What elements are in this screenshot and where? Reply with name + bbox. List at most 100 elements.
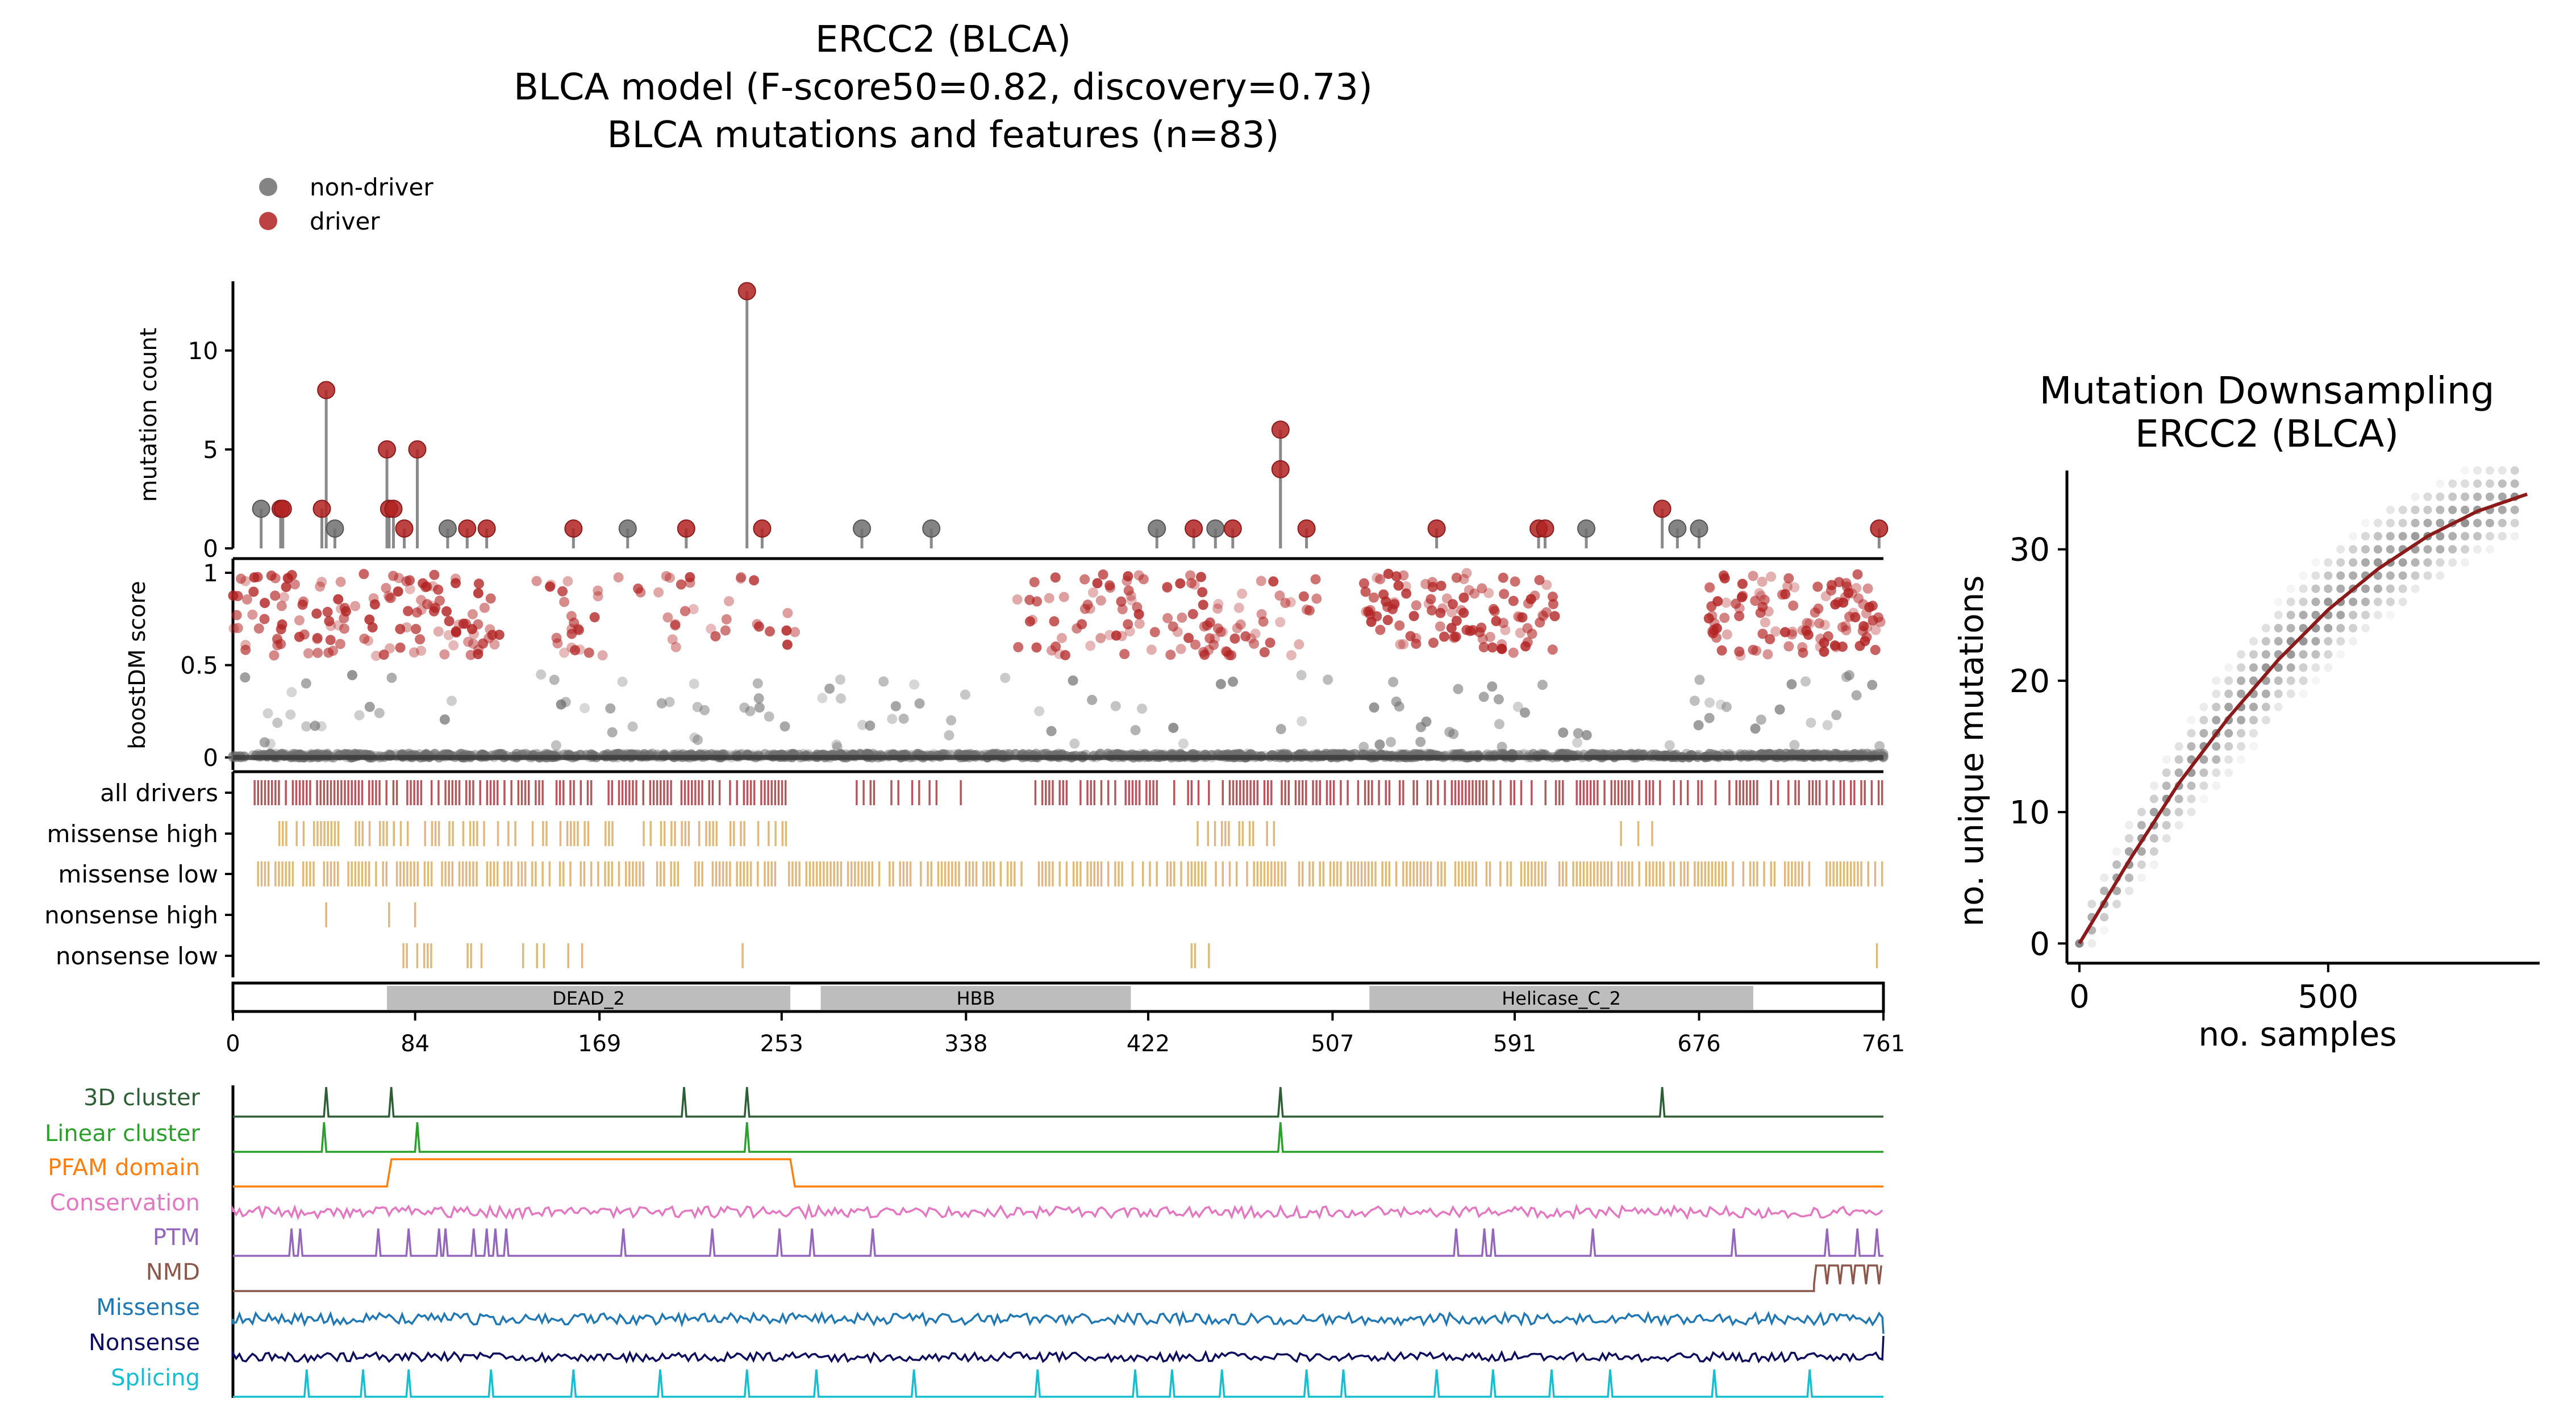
score-point-driver — [1138, 574, 1149, 585]
score-point-nondriver — [1800, 676, 1811, 687]
downsample-point — [2461, 518, 2470, 527]
score-point-driver — [1716, 645, 1727, 656]
score-point-driver — [1176, 644, 1186, 655]
downsample-point — [2473, 479, 2482, 488]
score-point-nondriver — [1493, 694, 1504, 705]
score-point-driver — [1783, 573, 1794, 584]
score-point-driver — [1525, 594, 1536, 605]
legend-label-1: driver — [310, 207, 380, 235]
downsample-point — [2411, 571, 2420, 580]
score-point-driver — [1190, 639, 1201, 650]
downsample-point — [2249, 715, 2258, 725]
score-point-nondriver — [446, 696, 457, 706]
score-point-driver — [1134, 618, 1145, 629]
score-point-driver — [680, 606, 690, 617]
score-point-driver — [1719, 613, 1730, 623]
downsample-point — [2510, 532, 2519, 541]
downsample-point — [2498, 466, 2507, 475]
score-point-nondriver — [560, 697, 571, 707]
score-point-nondriver — [1851, 690, 1862, 701]
downsample-point — [2361, 597, 2370, 606]
score-point-driver — [1304, 605, 1315, 616]
downsample-point — [2249, 650, 2258, 659]
downsample-point — [2249, 742, 2258, 751]
score-point-driver — [1398, 639, 1409, 650]
score-point-nondriver — [1867, 680, 1878, 690]
score-point-driver — [1122, 576, 1132, 586]
score-point-driver — [283, 573, 294, 584]
score-point-driver — [1461, 625, 1472, 635]
lollipop-panel: 0 5 10 mutation count — [136, 281, 1889, 563]
score-ytick-label-2: 1 — [203, 559, 218, 587]
score-point-driver — [259, 614, 270, 625]
downsample-point — [2349, 637, 2358, 646]
downsample-point — [2336, 650, 2345, 659]
score-point-driver — [1712, 596, 1723, 607]
score-point-nondriver — [1756, 714, 1766, 725]
score-point-nondriver — [753, 693, 764, 703]
downsample-point — [2461, 545, 2470, 554]
lollipop-head-28 — [1427, 519, 1446, 538]
downsample-point — [2299, 610, 2308, 619]
downsample-point — [2286, 597, 2295, 606]
score-point-driver — [1766, 571, 1777, 582]
downsample-point — [2286, 663, 2295, 672]
feature-track-4 — [233, 1228, 1883, 1257]
score-point-driver — [1051, 641, 1061, 652]
score-point-driver — [1436, 580, 1447, 591]
downsample-point — [2411, 505, 2420, 514]
feature-label-8: Splicing — [111, 1365, 200, 1391]
score-point-driver — [247, 609, 258, 620]
score-point-driver — [1868, 615, 1878, 626]
score-point-nondriver — [262, 708, 273, 719]
score-point-driver — [1185, 570, 1196, 581]
downsample-point — [2124, 886, 2133, 896]
score-point-nondriver — [1494, 719, 1504, 730]
downsample-point — [2224, 768, 2233, 777]
downsample-ylabel: no. unique mutations — [1952, 575, 1991, 926]
score-point-driver — [1759, 594, 1770, 605]
score-point-driver — [1079, 574, 1090, 585]
score-point-driver — [451, 578, 461, 589]
score-point-driver — [1734, 646, 1745, 657]
score-point-nondriver — [1276, 724, 1286, 735]
score-point-nondriver — [310, 721, 320, 731]
score-point-driver — [1782, 581, 1793, 592]
score-point-driver — [1435, 607, 1446, 618]
downsample-point — [2349, 623, 2358, 632]
downsample-point — [2311, 571, 2320, 580]
score-point-driver — [790, 627, 801, 638]
score-point-driver — [1275, 617, 1286, 627]
score-point-driver — [1428, 638, 1439, 648]
score-point-nondriver — [1721, 701, 1732, 712]
downsample-point — [2361, 545, 2370, 554]
score-ytick-label-0: 0 — [203, 744, 218, 772]
downsample-point — [2100, 913, 2109, 922]
score-point-driver — [1513, 611, 1524, 622]
score-point-driver — [1232, 623, 1243, 634]
score-point-driver — [1721, 597, 1732, 608]
score-point-driver — [1395, 639, 1406, 650]
score-point-driver — [1447, 599, 1458, 610]
score-point-driver — [281, 581, 291, 592]
score-point-driver — [1750, 596, 1761, 606]
downsample-point — [2349, 571, 2358, 580]
score-point-nondriver — [627, 721, 638, 732]
downsample-point — [2398, 518, 2407, 527]
score-point-driver — [1197, 587, 1208, 598]
downsample-point — [2473, 545, 2482, 554]
downsample-point — [2187, 715, 2196, 725]
downsample-point — [2311, 597, 2320, 606]
downsample-point — [2237, 663, 2246, 672]
downsample-point — [2261, 702, 2270, 711]
score-point-driver — [1229, 633, 1240, 644]
downsample-point — [2386, 610, 2395, 619]
downsample-point — [2187, 794, 2196, 803]
score-point-driver — [335, 639, 345, 650]
downsample-point — [2299, 689, 2308, 698]
lollipop-head-24 — [1223, 519, 1242, 538]
downsample-point — [2461, 466, 2470, 475]
score-point-driver — [1085, 603, 1095, 614]
downsample-point — [2373, 518, 2382, 527]
downsample-point — [2286, 650, 2295, 659]
